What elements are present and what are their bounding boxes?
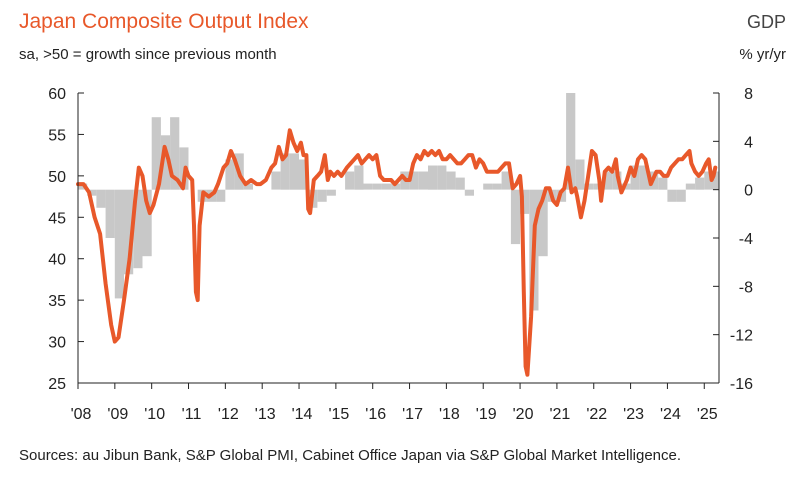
left-tick-label: 40 — [48, 252, 66, 269]
chart-subtitle: sa, >50 = growth since previous month — [19, 46, 277, 63]
gdp-bar — [685, 183, 695, 190]
gdp-bar — [483, 183, 493, 190]
gdp-bar — [170, 117, 180, 190]
gdp-bar — [345, 171, 355, 190]
x-tick-label: '15 — [328, 406, 349, 423]
x-tick-label: '16 — [365, 406, 386, 423]
x-tick-label: '23 — [623, 406, 644, 423]
gdp-bar — [695, 177, 705, 190]
gdp-bar — [354, 165, 364, 190]
gdp-bar — [271, 171, 281, 190]
gdp-bar — [455, 177, 465, 190]
gdp-bar — [372, 183, 382, 190]
gdp-bar — [510, 189, 521, 245]
gdp-bar — [418, 171, 428, 190]
gdp-bar — [105, 189, 115, 238]
pmi-line — [76, 128, 718, 377]
x-tick-label: '09 — [107, 406, 128, 423]
right-axis-subtitle: % yr/yr — [739, 46, 786, 63]
gdp-bar — [639, 165, 649, 190]
x-tick-label: '22 — [586, 406, 607, 423]
gdp-bar — [133, 189, 143, 269]
axes: 6055504540353025840-4-8-12-16'08'09'10'1… — [48, 86, 753, 423]
pmi-line-layer — [76, 128, 718, 377]
gdp-bar — [243, 183, 253, 190]
gdp-bar — [566, 93, 576, 190]
x-tick-label: '18 — [439, 406, 460, 423]
gdp-bar — [658, 177, 668, 190]
gdp-bar — [96, 189, 106, 208]
left-tick-label: 60 — [48, 86, 66, 103]
gdp-bar — [363, 183, 373, 190]
gdp-bar — [667, 189, 677, 202]
gdp-bar — [317, 189, 327, 202]
gdp-bar — [160, 135, 171, 190]
x-tick-label: '14 — [292, 406, 313, 423]
gdp-bar — [584, 183, 594, 190]
x-tick-label: '08 — [71, 406, 92, 423]
gdp-bar — [538, 189, 548, 257]
gdp-bar — [151, 117, 161, 190]
gdp-bar — [225, 159, 235, 190]
right-axis-title: GDP — [746, 12, 786, 32]
x-tick-label: '25 — [697, 406, 718, 423]
gdp-bar — [501, 171, 511, 190]
gdp-bar — [492, 183, 502, 190]
gdp-bar — [713, 171, 719, 190]
gdp-bar — [437, 165, 447, 190]
x-tick-label: '10 — [144, 406, 165, 423]
x-tick-label: '20 — [513, 406, 534, 423]
right-tick-label: 8 — [744, 86, 753, 103]
left-tick-label: 50 — [48, 169, 66, 186]
right-tick-label: -4 — [739, 231, 753, 248]
gdp-bar — [142, 189, 152, 257]
gdp-bar — [520, 189, 530, 214]
gdp-bar — [216, 189, 226, 202]
gdp-bar — [391, 183, 401, 190]
gdp-bar — [428, 165, 438, 190]
gdp-bar — [464, 189, 474, 196]
x-tick-label: '12 — [218, 406, 239, 423]
x-tick-label: '19 — [476, 406, 497, 423]
right-tick-label: -12 — [730, 328, 753, 345]
gdp-bar — [124, 189, 134, 275]
left-tick-label: 25 — [48, 376, 66, 393]
chart-title: Japan Composite Output Index — [19, 10, 309, 33]
left-tick-label: 35 — [48, 293, 66, 310]
gdp-bar — [409, 171, 419, 190]
gdp-bar — [676, 189, 686, 202]
left-tick-label: 45 — [48, 210, 66, 227]
gdp-bar — [326, 189, 336, 196]
x-tick-label: '17 — [402, 406, 423, 423]
right-tick-label: -16 — [730, 376, 753, 393]
gdp-bar — [289, 153, 299, 190]
right-tick-label: -8 — [739, 279, 753, 296]
gdp-bar — [299, 159, 309, 190]
gdp-bars — [78, 93, 719, 311]
gdp-bar — [280, 153, 290, 190]
gdp-bar — [381, 183, 392, 190]
gdp-bar — [78, 183, 88, 190]
right-tick-label: 0 — [744, 183, 753, 200]
gdp-bar — [603, 171, 613, 190]
gdp-bar — [114, 189, 124, 299]
x-tick-label: '13 — [255, 406, 276, 423]
x-tick-label: '21 — [549, 406, 570, 423]
source-note: Sources: au Jibun Bank, S&P Global PMI, … — [19, 447, 682, 464]
left-tick-label: 55 — [48, 127, 66, 144]
gdp-bar — [575, 159, 585, 190]
x-tick-label: '24 — [660, 406, 681, 423]
right-tick-label: 4 — [744, 134, 753, 151]
gdp-bar — [704, 171, 714, 190]
gdp-bar — [87, 189, 97, 196]
x-tick-label: '11 — [182, 406, 202, 423]
left-tick-label: 30 — [48, 335, 66, 352]
gdp-bar — [446, 171, 456, 190]
